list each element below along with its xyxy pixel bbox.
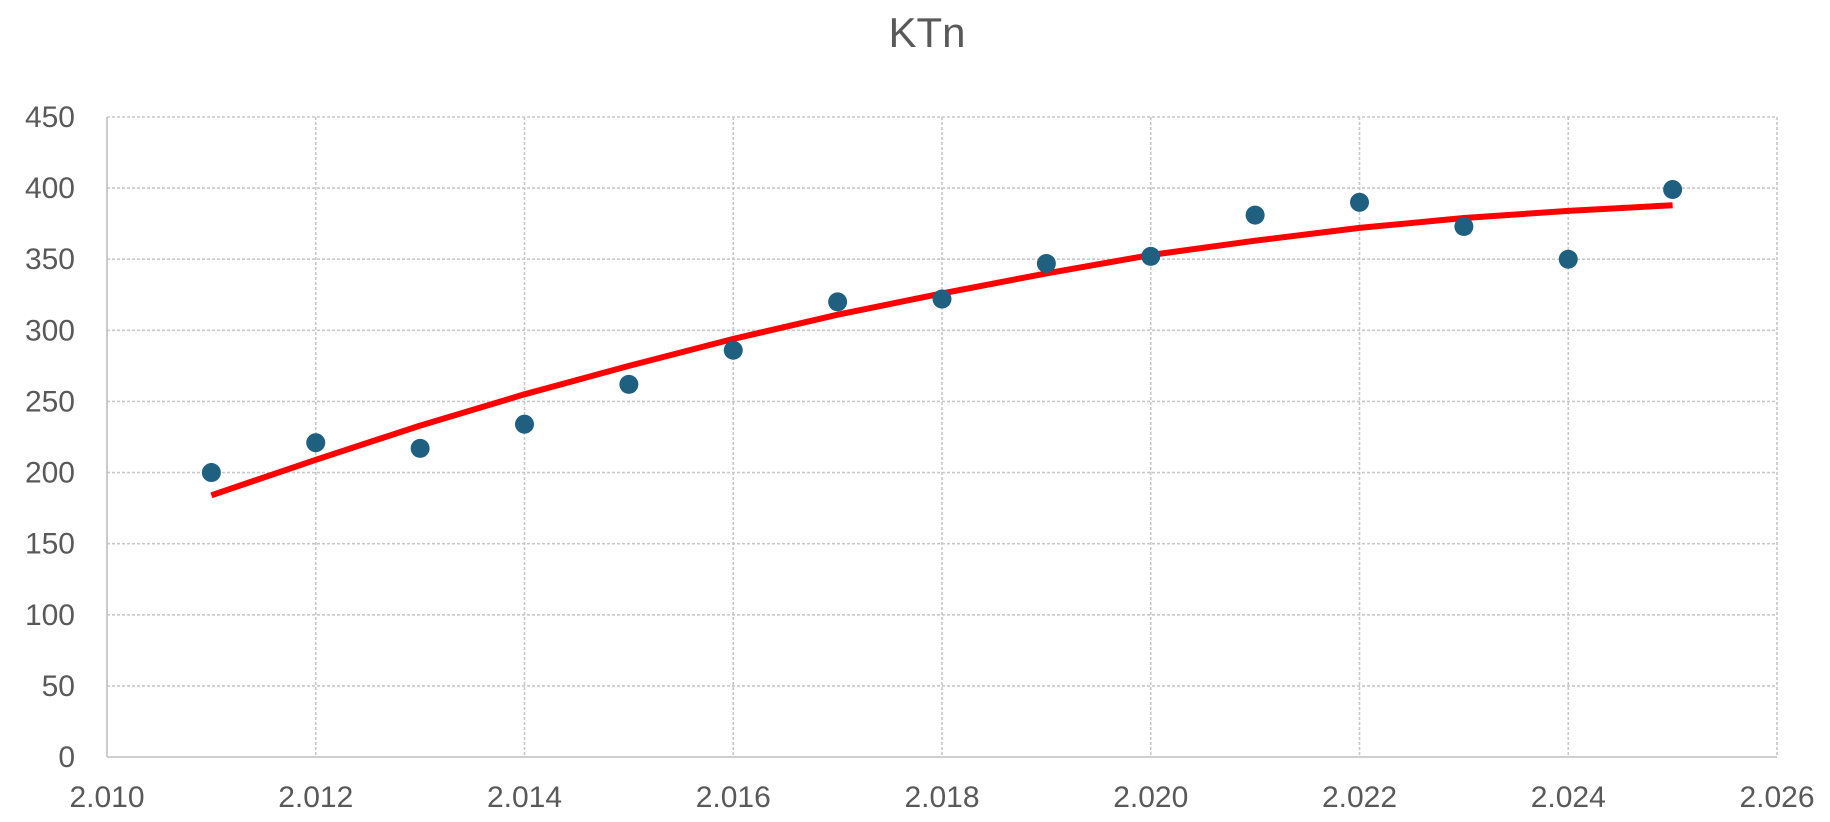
data-point	[306, 433, 326, 453]
data-point	[619, 374, 639, 394]
x-axis-tick-labels: 2.010 2.012 2.014 2.016 2.018 2.020 2.022 2.024…	[69, 781, 1814, 814]
x-tick-label: 2.014	[487, 781, 562, 814]
data-points	[201, 180, 1683, 483]
data-point	[1350, 192, 1369, 212]
chart-title: KTn	[888, 9, 965, 56]
grid	[107, 116, 1778, 757]
axes	[106, 117, 1777, 758]
data-point	[723, 340, 743, 360]
data-point	[1245, 205, 1265, 225]
y-tick-label: 0	[58, 741, 75, 774]
x-tick-label: 2.022	[1322, 781, 1397, 814]
data-point	[410, 438, 430, 458]
y-tick-label: 100	[25, 599, 75, 632]
data-point	[1141, 246, 1161, 266]
y-tick-label: 250	[25, 385, 75, 418]
data-point	[1558, 249, 1578, 269]
x-tick-label: 2.018	[904, 781, 979, 814]
x-tick-label: 2.012	[278, 781, 353, 814]
data-point	[932, 289, 952, 309]
x-tick-label: 2.020	[1113, 781, 1188, 814]
y-tick-label: 400	[25, 172, 75, 205]
x-tick-label: 2.016	[696, 781, 771, 814]
x-tick-label: 2.010	[69, 781, 144, 814]
y-tick-label: 50	[42, 670, 75, 703]
y-tick-label: 450	[25, 101, 75, 134]
data-point	[828, 292, 848, 312]
y-tick-label: 200	[25, 457, 75, 490]
data-point	[515, 414, 534, 434]
x-tick-label: 2.024	[1531, 781, 1606, 814]
data-point	[1663, 180, 1683, 200]
y-axis-tick-labels: 0 50 100 150 200 250 300 350 400 450	[25, 101, 75, 774]
data-point	[1454, 217, 1474, 237]
y-tick-label: 300	[25, 314, 75, 347]
y-tick-label: 350	[25, 243, 75, 276]
data-point	[1036, 253, 1056, 273]
x-tick-label: 2.026	[1739, 781, 1814, 814]
y-tick-label: 150	[25, 528, 75, 561]
data-point	[201, 463, 221, 483]
